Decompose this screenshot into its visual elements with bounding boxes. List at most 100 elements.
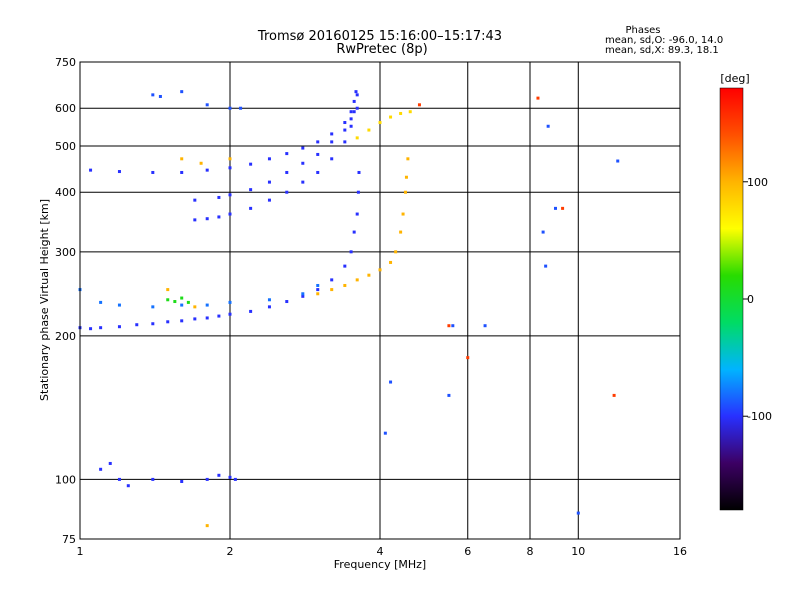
data-point: [399, 230, 403, 234]
colorbar-gradient: [719, 87, 744, 511]
data-point: [406, 157, 410, 161]
data-point: [205, 524, 209, 528]
data-point: [199, 161, 203, 165]
data-point: [126, 484, 130, 488]
data-point: [205, 103, 209, 107]
data-point: [352, 230, 356, 234]
data-point: [99, 467, 103, 471]
colorbar-tick-label: 0: [747, 293, 754, 306]
data-point: [356, 190, 360, 194]
data-point: [267, 180, 271, 184]
data-point: [389, 380, 393, 384]
data-point: [447, 324, 451, 328]
data-point: [355, 93, 359, 97]
x-axis-label: Frequency [MHz]: [334, 558, 426, 571]
data-point: [343, 283, 347, 287]
data-point: [612, 393, 616, 397]
data-point: [343, 121, 347, 125]
y-tick-label: 100: [55, 473, 76, 486]
x-tick-label: 1: [77, 545, 84, 558]
data-point: [267, 305, 271, 309]
data-point: [389, 115, 393, 119]
data-point: [541, 230, 545, 234]
data-point: [267, 157, 271, 161]
data-point: [447, 393, 451, 397]
data-point: [267, 298, 271, 302]
data-point: [228, 312, 232, 316]
data-point: [180, 319, 184, 323]
data-point: [180, 296, 184, 300]
data-point: [330, 288, 334, 292]
y-tick-label: 400: [55, 186, 76, 199]
chart-title: Tromsø 20160125 15:16:00–15:17:43: [257, 29, 502, 44]
data-point: [383, 431, 387, 435]
data-point: [228, 106, 232, 110]
data-point: [451, 324, 455, 328]
data-point: [301, 180, 305, 184]
data-point: [301, 292, 305, 296]
data-point: [378, 268, 382, 272]
tick-layer: 1 2 4 6 8 10 16 75 100 200 300 400 500 600 750: [55, 56, 687, 558]
data-point: [180, 170, 184, 174]
phase-info-o: mean, sd,O: -96.0, 14.0: [605, 35, 723, 46]
data-point: [536, 96, 540, 100]
data-point: [301, 161, 305, 165]
data-point: [466, 356, 470, 360]
data-point: [205, 303, 209, 307]
y-tick-label: 500: [55, 140, 76, 153]
data-point: [228, 212, 232, 216]
data-point: [193, 198, 197, 202]
data-point: [285, 170, 289, 174]
data-point: [285, 300, 289, 304]
data-point: [389, 260, 393, 264]
data-point: [285, 190, 289, 194]
data-point: [228, 475, 232, 479]
data-point: [249, 162, 253, 166]
data-point: [408, 110, 412, 114]
data-point: [417, 103, 421, 107]
data-point: [267, 198, 271, 202]
data-point: [399, 111, 403, 115]
x-tick-label: 6: [464, 545, 471, 558]
x-tick-label: 10: [571, 545, 585, 558]
data-point: [403, 190, 407, 194]
data-point: [561, 206, 565, 210]
data-point: [349, 117, 353, 121]
data-point: [135, 323, 139, 327]
data-point: [349, 110, 353, 114]
data-point: [355, 278, 359, 282]
x-tick-label: 8: [527, 545, 534, 558]
colorbar: [deg] 100 0 -100: [719, 72, 772, 511]
data-point: [483, 324, 487, 328]
x-tick-label: 16: [673, 545, 687, 558]
data-point: [239, 106, 243, 110]
data-point: [349, 124, 353, 128]
data-point: [151, 305, 155, 309]
data-point: [349, 250, 353, 254]
data-point: [249, 206, 253, 210]
data-point: [166, 288, 170, 292]
data-point: [205, 316, 209, 320]
data-point: [576, 511, 580, 515]
data-point: [89, 168, 93, 172]
data-point: [205, 168, 209, 172]
data-point: [544, 264, 548, 268]
data-point: [285, 152, 289, 156]
data-point: [180, 303, 184, 307]
data-point: [316, 283, 320, 287]
data-point: [217, 473, 221, 477]
colorbar-tick-label: 100: [747, 176, 768, 189]
data-point: [343, 128, 347, 132]
data-point: [616, 159, 620, 163]
data-point: [99, 326, 103, 330]
data-point: [217, 314, 221, 318]
data-point: [89, 327, 93, 331]
y-tick-label: 200: [55, 330, 76, 343]
data-point: [186, 300, 190, 304]
data-point: [367, 273, 371, 277]
data-point: [553, 206, 557, 210]
data-point: [180, 157, 184, 161]
data-point: [193, 305, 197, 309]
